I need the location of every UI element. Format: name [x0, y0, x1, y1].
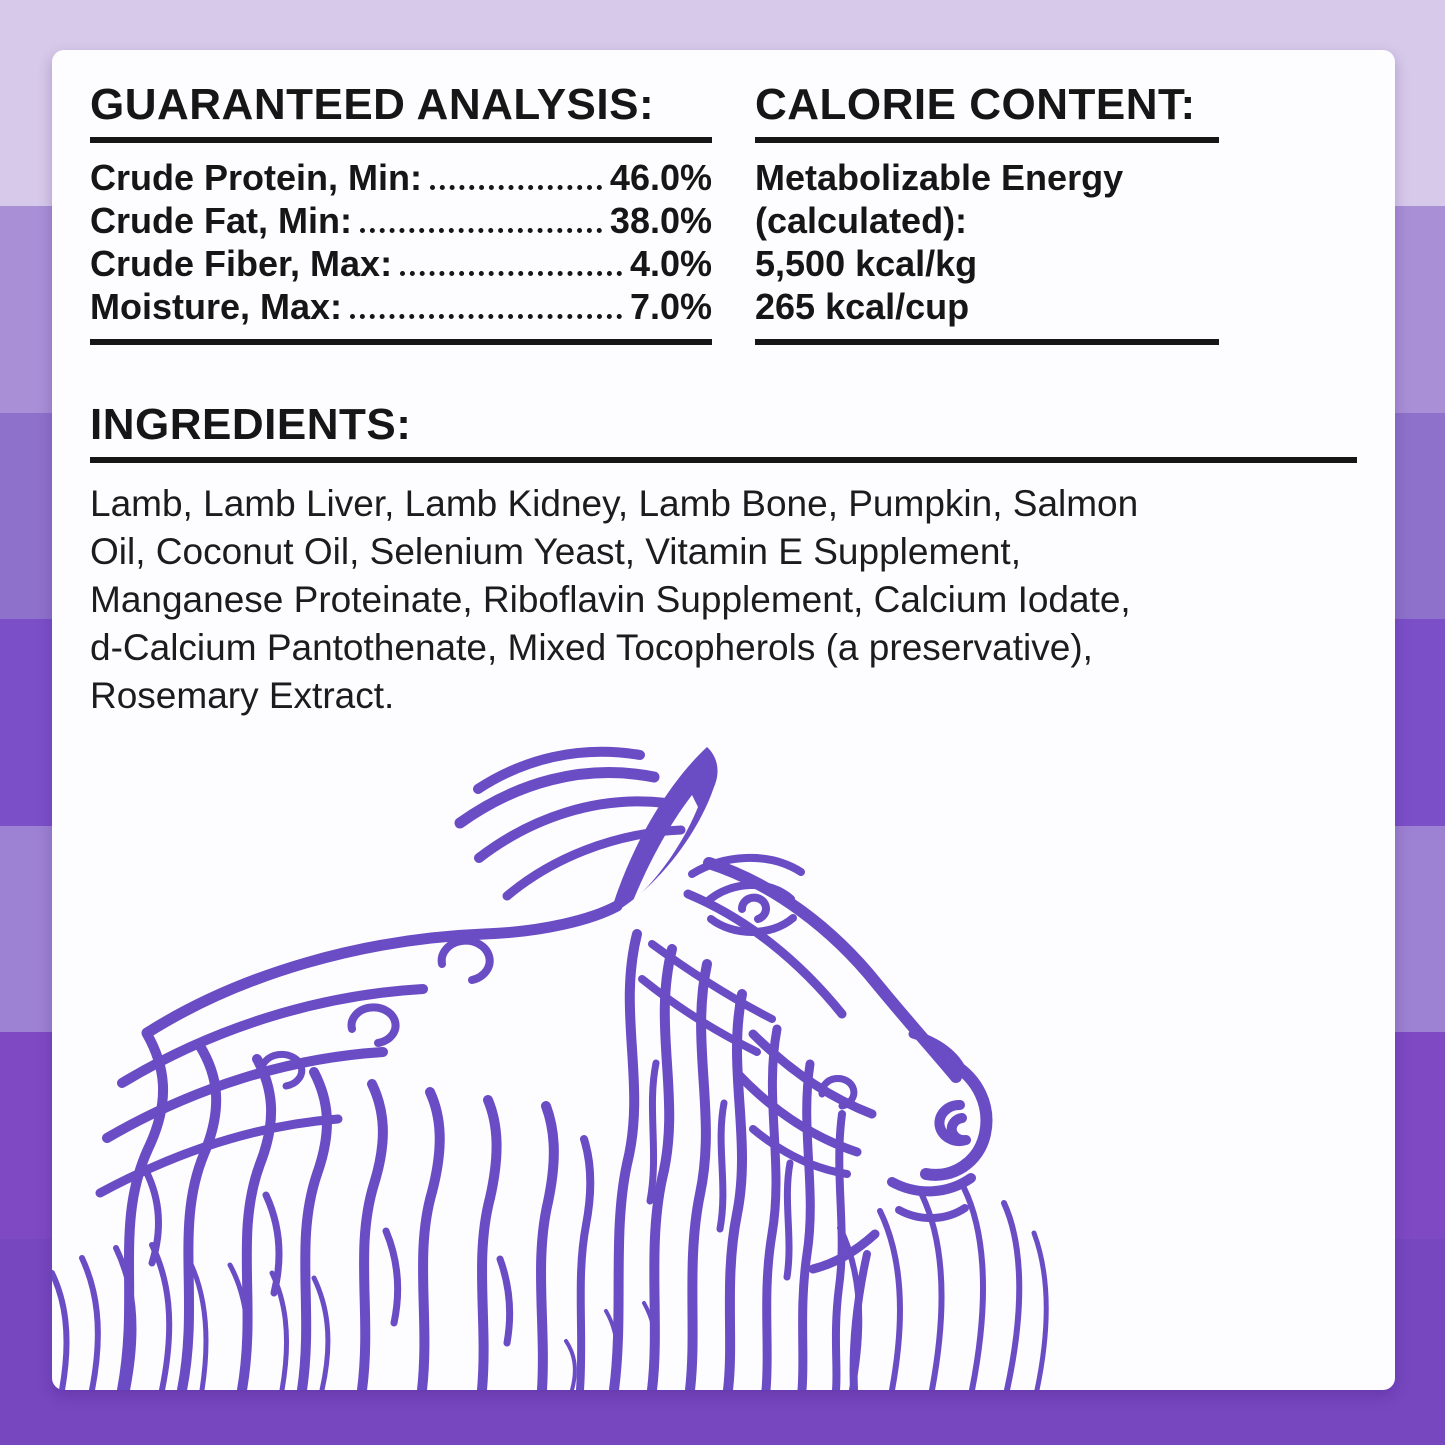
title-underline: [90, 137, 712, 144]
lamb-illustration: [52, 733, 1060, 1390]
calorie-content-section: CALORIE CONTENT: Metabolizable Energy (c…: [755, 80, 1219, 346]
calorie-line: 5,500 kcal/kg: [755, 243, 978, 285]
section-bottom-rule: [755, 339, 1219, 346]
calorie-content-title: CALORIE CONTENT:: [755, 80, 1196, 129]
ingredients-line: Lamb, Lamb Liver, Lamb Kidney, Lamb Bone…: [90, 483, 1139, 525]
analysis-value: 38.0%: [609, 200, 712, 242]
ingredients-line: Rosemary Extract.: [90, 675, 395, 717]
analysis-label: Moisture, Max:: [90, 286, 343, 328]
section-bottom-rule: [90, 339, 712, 346]
ingredients-line: Oil, Coconut Oil, Selenium Yeast, Vitami…: [90, 531, 1021, 573]
dot-leader: [400, 271, 622, 277]
analysis-row: Crude Protein, Min: 46.0%: [90, 156, 712, 199]
dot-leader: [350, 314, 622, 320]
calorie-line: (calculated):: [755, 200, 968, 242]
analysis-row: Crude Fiber, Max: 4.0%: [90, 242, 712, 285]
dot-leader: [359, 228, 602, 234]
ingredients-line: d-Calcium Pantothenate, Mixed Tocopherol…: [90, 627, 1093, 669]
analysis-value: 46.0%: [609, 157, 712, 199]
guaranteed-analysis-title: GUARANTEED ANALYSIS:: [90, 80, 655, 129]
analysis-value: 4.0%: [629, 243, 712, 285]
title-underline: [90, 457, 1357, 464]
analysis-value: 7.0%: [629, 286, 712, 328]
lamb-line-art-svg: [52, 746, 1049, 1390]
label-card: GUARANTEED ANALYSIS: Crude Protein, Min:…: [52, 50, 1395, 1390]
analysis-row: Moisture, Max: 7.0%: [90, 285, 712, 328]
calorie-line: 265 kcal/cup: [755, 286, 970, 328]
ingredients-section: INGREDIENTS: Lamb, Lamb Liver, Lamb Kidn…: [90, 400, 1357, 720]
analysis-label: Crude Fiber, Max:: [90, 243, 393, 285]
calorie-line: Metabolizable Energy: [755, 157, 1124, 199]
analysis-row: Crude Fat, Min: 38.0%: [90, 199, 712, 242]
ingredients-text: Lamb, Lamb Liver, Lamb Kidney, Lamb Bone…: [90, 480, 1357, 720]
ingredients-title: INGREDIENTS:: [90, 400, 412, 449]
title-underline: [755, 137, 1219, 144]
guaranteed-analysis-section: GUARANTEED ANALYSIS: Crude Protein, Min:…: [90, 80, 712, 346]
analysis-label: Crude Protein, Min:: [90, 157, 422, 199]
ingredients-line: Manganese Proteinate, Riboflavin Supplem…: [90, 579, 1131, 621]
analysis-label: Crude Fat, Min:: [90, 200, 352, 242]
dot-leader: [430, 185, 602, 191]
